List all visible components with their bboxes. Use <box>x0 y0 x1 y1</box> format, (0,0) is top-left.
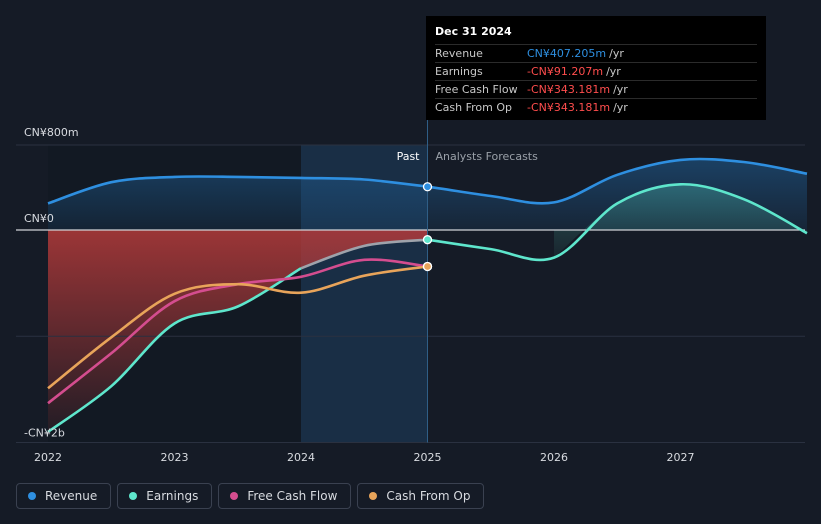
y-tick-label: CN¥0 <box>24 212 54 225</box>
tooltip-value: CN¥407.205m <box>527 47 607 60</box>
x-tick-label: 2024 <box>287 451 315 464</box>
tooltip-label: Free Cash Flow <box>435 83 518 96</box>
x-tick-label: 2023 <box>161 451 189 464</box>
legend-dot-icon <box>230 492 239 500</box>
legend-item-revenue[interactable]: Revenue <box>16 483 112 509</box>
legend-item-free-cash-flow[interactable]: Free Cash Flow <box>218 483 352 509</box>
tooltip-value: -CN¥91.207m <box>527 65 604 78</box>
cash-from-op-marker <box>422 261 433 272</box>
legend-label: Cash From Op <box>386 489 471 503</box>
y-tick-label: -CN¥2b <box>24 427 65 440</box>
legend: Revenue Earnings Free Cash Flow Cash From O… <box>16 483 485 509</box>
tooltip-row: Revenue CN¥407.205m/yr <box>435 44 757 62</box>
tooltip-row: Cash From Op -CN¥343.181m/yr <box>435 98 757 116</box>
x-tick-label: 2025 <box>414 451 442 464</box>
legend-label: Free Cash Flow <box>247 489 338 503</box>
tooltip-unit: /yr <box>613 83 628 96</box>
tooltip-unit: /yr <box>606 65 621 78</box>
y-tick-label: CN¥800m <box>24 126 79 139</box>
legend-dot-icon <box>369 492 378 500</box>
tooltip-row: Earnings -CN¥91.207m/yr <box>435 62 757 80</box>
legend-label: Earnings <box>146 489 199 503</box>
tooltip-label: Earnings <box>435 65 483 78</box>
legend-label: Revenue <box>45 489 98 503</box>
tooltip-unit: /yr <box>609 47 624 60</box>
legend-dot-icon <box>129 492 138 500</box>
earnings-marker <box>422 235 433 245</box>
tooltip-unit: /yr <box>613 101 628 114</box>
tooltip-date: Dec 31 2024 <box>435 25 512 38</box>
past-label: Past <box>397 150 421 163</box>
earnings-forecast-line <box>427 182 808 262</box>
tooltip-value: -CN¥343.181m <box>527 83 611 96</box>
tooltip-label: Revenue <box>435 47 483 60</box>
earnings-forecast-area <box>554 184 807 258</box>
revenue-marker <box>422 182 433 192</box>
revenue-line <box>47 157 808 205</box>
tooltip: Dec 31 2024 Revenue CN¥407.205m/yr Earning… <box>426 16 766 120</box>
negative-area <box>48 230 428 432</box>
legend-dot-icon <box>28 492 36 500</box>
x-tick-label: 2026 <box>540 451 568 464</box>
forecast-label: Analysts Forecasts <box>436 150 539 163</box>
tooltip-row: Free Cash Flow -CN¥343.181m/yr <box>435 80 757 98</box>
x-tick-label: 2022 <box>34 451 62 464</box>
tooltip-value: -CN¥343.181m <box>527 101 611 114</box>
earnings-line <box>47 267 302 433</box>
tooltip-label: Cash From Op <box>435 101 513 114</box>
earnings-recent-line <box>300 238 428 270</box>
x-tick-label: 2027 <box>667 451 695 464</box>
cash-from-op-line <box>47 265 428 390</box>
legend-item-cash-from-op[interactable]: Cash From Op <box>357 483 485 509</box>
legend-item-earnings[interactable]: Earnings <box>117 483 213 509</box>
